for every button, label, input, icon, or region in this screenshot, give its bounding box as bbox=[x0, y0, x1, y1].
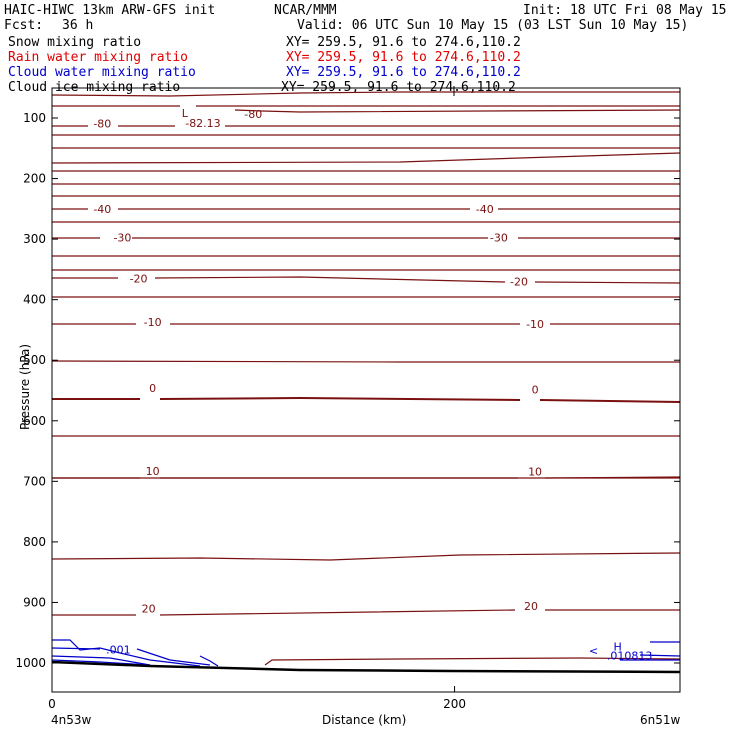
field-xy-cloud-water: XY= 259.5, 91.6 to 274.6,110.2 bbox=[286, 65, 521, 80]
x-tick-label: 0 bbox=[48, 697, 56, 711]
cloud-water-contour-label: .010813 bbox=[607, 650, 653, 663]
y-tick-label: 600 bbox=[23, 414, 46, 428]
temperature-contour-label: -40 bbox=[476, 203, 494, 216]
x-axis-title: Distance (km) bbox=[322, 713, 407, 727]
y-tick-label: 700 bbox=[23, 474, 46, 488]
cloud-water-contour-label: .001 bbox=[106, 644, 131, 657]
temperature-contours bbox=[51, 91, 681, 666]
temperature-contour-label: -82.13 bbox=[185, 117, 220, 130]
temperature-contour-label: 20 bbox=[524, 600, 538, 613]
plot-frame bbox=[51, 87, 681, 693]
chart-title: HAIC-HIWC 13km ARW-GFS init bbox=[4, 3, 216, 18]
temperature-contour-label: 10 bbox=[146, 465, 160, 478]
y-tick-label: 400 bbox=[23, 293, 46, 307]
field-name-snow: Snow mixing ratio bbox=[8, 35, 142, 50]
temperature-contour-label: -30 bbox=[490, 231, 508, 244]
cloud-water-labels: .001 H.010813 < bbox=[106, 641, 652, 663]
temperature-contour-label: -40 bbox=[93, 203, 111, 216]
field-xy-snow: XY= 259.5, 91.6 to 274.6,110.2 bbox=[286, 35, 521, 50]
terrain-line bbox=[51, 660, 681, 674]
temperature-contour-label: 0 bbox=[532, 383, 539, 396]
temperature-contour-label: -10 bbox=[526, 318, 544, 331]
cloud-water-contour-label: < bbox=[589, 644, 598, 657]
temperature-contour-label: L bbox=[182, 107, 189, 120]
temperature-contour-label: -20 bbox=[130, 272, 148, 285]
x-tick-label: 200 bbox=[443, 697, 466, 711]
field-name-rain: Rain water mixing ratio bbox=[8, 50, 189, 65]
field-xy-rain: XY= 259.5, 91.6 to 274.6,110.2 bbox=[286, 50, 521, 65]
temperature-contour-label: -30 bbox=[113, 231, 131, 244]
temperature-contour-label: 20 bbox=[142, 603, 156, 616]
init-time: Init: 18 UTC Fri 08 May 15 bbox=[523, 3, 727, 18]
temperature-contour-label: 10 bbox=[528, 466, 542, 479]
y-axis-title: Pressure (hPa) bbox=[18, 343, 32, 431]
y-tick-label: 1000 bbox=[15, 656, 46, 670]
field-name-cloud-water: Cloud water mixing ratio bbox=[8, 65, 196, 80]
y-tick-label: 900 bbox=[23, 595, 46, 609]
cloud-water-contour-label: H bbox=[613, 641, 621, 654]
y-tick-label: 200 bbox=[23, 172, 46, 186]
y-tick-label: 300 bbox=[23, 232, 46, 246]
temperature-contour-label: -20 bbox=[510, 276, 528, 289]
temperature-contour-label: 0 bbox=[149, 382, 156, 395]
temperature-contour-label: -80 bbox=[244, 108, 262, 121]
temperature-labels: -80 -80 -82.13L -40 -40 -30 -30 -20 -20 -10 -10 0 0 1… bbox=[93, 107, 544, 615]
temperature-contour-label: -10 bbox=[144, 316, 162, 329]
forecast-label: Fcst: bbox=[4, 18, 44, 33]
valid-time: Valid: 06 UTC Sun 10 May 15 (03 LST Sun … bbox=[297, 18, 689, 33]
left-endpoint: 4n53w bbox=[51, 713, 92, 727]
y-tick-label: 500 bbox=[23, 353, 46, 367]
cloud-water-contours bbox=[51, 639, 681, 667]
temperature-contour-label: -80 bbox=[93, 117, 111, 130]
org-label: NCAR/MMM bbox=[274, 3, 337, 18]
y-tick-label: 800 bbox=[23, 535, 46, 549]
forecast-hour: 36 h bbox=[62, 18, 94, 33]
right-endpoint: 6n51w bbox=[640, 713, 681, 727]
y-tick-label: 100 bbox=[23, 111, 46, 125]
